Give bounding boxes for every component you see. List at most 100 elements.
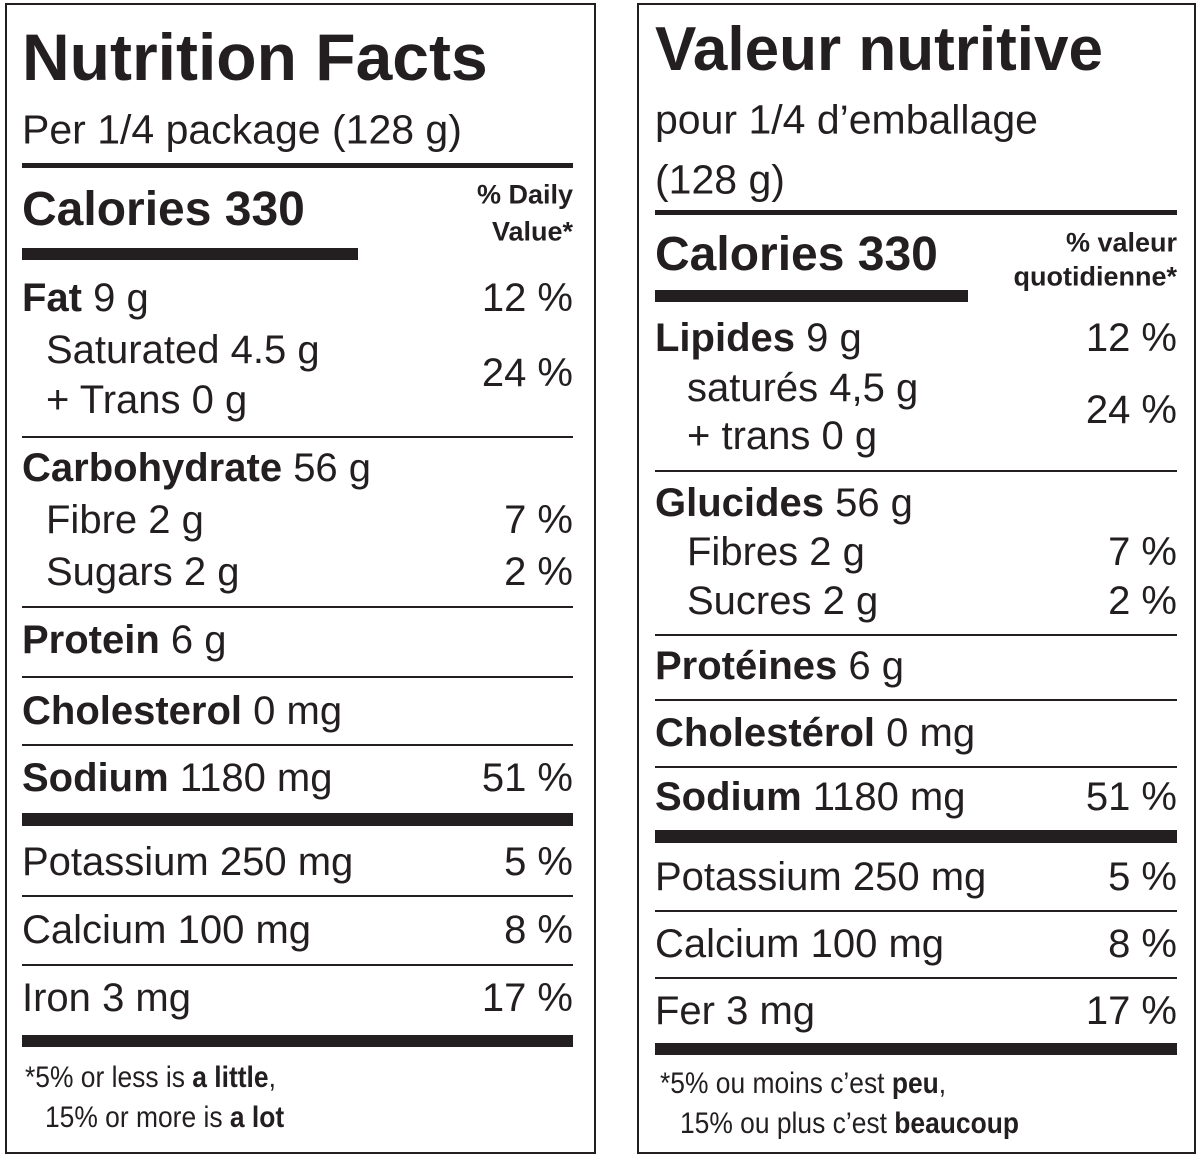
- nutrient-amount: 100 mg: [177, 908, 312, 952]
- daily-value: 12 %: [1085, 316, 1177, 360]
- nutrient-row: Calcium 100 mg: [22, 910, 311, 950]
- footnote: *5% ou moins c’est peu,: [660, 1069, 946, 1099]
- daily-value: 8 %: [504, 908, 573, 952]
- nutrient-row: saturés 4,5 g: [687, 368, 918, 408]
- nutrient-amount: 2 g: [183, 550, 240, 594]
- nutrient-name: Potassium: [22, 840, 209, 884]
- daily-value: 51 %: [481, 756, 573, 800]
- label-box: [5, 3, 596, 1154]
- nutrient-name: Carbohydrate: [22, 446, 283, 490]
- nutrient-amount: 2 g: [809, 530, 865, 574]
- nutrient-amount: 6 g: [848, 644, 905, 688]
- footnote-text: ,: [268, 1061, 276, 1094]
- daily-value: 2 %: [1108, 579, 1177, 623]
- daily-value: 7 %: [1108, 530, 1177, 574]
- nutrient-row: Fat 9 g: [22, 278, 149, 318]
- footnote-text: *5% ou moins c’est: [660, 1067, 892, 1100]
- calories-bar: [655, 290, 968, 302]
- title: Nutrition Facts: [22, 20, 488, 94]
- rule: [655, 210, 1177, 215]
- nutrient-row: Sugars 2 g: [46, 552, 239, 592]
- separator: [22, 813, 573, 826]
- nutrient-name: + Trans: [46, 378, 181, 422]
- daily-value: 5 %: [504, 840, 573, 884]
- footnote-text: *5% or less is: [25, 1061, 193, 1094]
- nutrient-name: Sugars: [46, 550, 173, 594]
- nutrient-name: Sodium: [22, 756, 169, 800]
- nutrient-name: Sodium: [655, 775, 802, 819]
- serving: pour 1/4 d’emballage: [655, 96, 1038, 143]
- nutrient-amount: 2 g: [148, 498, 204, 542]
- title: Valeur nutritive: [655, 15, 1103, 84]
- separator: [22, 964, 573, 966]
- nutrient-name: + trans: [687, 414, 811, 458]
- nutrient-amount: 1180 mg: [812, 775, 966, 819]
- daily-value: 17 %: [1085, 989, 1177, 1033]
- separator: [22, 606, 573, 608]
- nutrient-amount: 100 mg: [810, 922, 945, 966]
- separator: [655, 699, 1177, 701]
- nutrient-amount: 4.5 g: [230, 328, 320, 372]
- nutrient-name: Cholesterol: [22, 689, 243, 733]
- nutrient-amount: 9 g: [806, 316, 862, 360]
- separator: [655, 910, 1177, 912]
- nutrient-row: Protéines 6 g: [655, 646, 904, 686]
- nutrient-name: Iron: [22, 976, 91, 1020]
- nutrient-amount: 0 g: [821, 414, 878, 458]
- footnote: *5% or less is a little,: [25, 1063, 276, 1093]
- nutrient-name: Fibres: [687, 530, 799, 574]
- nutrient-row: Sodium 1180 mg: [655, 777, 966, 817]
- calories: Calories 330: [22, 183, 305, 236]
- nutrient-row: Cholestérol 0 mg: [655, 713, 975, 753]
- daily-value: 12 %: [481, 276, 573, 320]
- footnote: 15% ou plus c’est beaucoup: [680, 1109, 1019, 1139]
- nutrient-row: + Trans 0 g: [46, 380, 247, 420]
- separator: [22, 676, 573, 678]
- nutrient-name: Sucres: [687, 579, 812, 623]
- nutrient-name: Potassium: [655, 855, 842, 899]
- nutrient-name: saturés: [687, 366, 819, 410]
- nutrient-amount: 2 g: [822, 579, 879, 623]
- footnote-text: ,: [938, 1067, 947, 1100]
- serving: Per 1/4 package (128 g): [22, 106, 462, 153]
- daily-value: 7 %: [504, 498, 573, 542]
- label-box: [637, 3, 1196, 1154]
- nutrient-row: Fibre 2 g: [46, 500, 204, 540]
- footnote: 15% or more is a lot: [45, 1103, 284, 1133]
- nutrient-amount: 4,5 g: [829, 366, 919, 410]
- nutrient-amount: 1180 mg: [179, 756, 333, 800]
- footnote-text: beaucoup: [894, 1107, 1019, 1140]
- calories-bar: [22, 248, 358, 260]
- footnote-text: peu: [891, 1067, 939, 1100]
- nutrient-name: Glucides: [655, 481, 824, 525]
- daily-value: 17 %: [481, 976, 573, 1020]
- nutrient-row: Sodium 1180 mg: [22, 758, 333, 798]
- nutrient-name: Cholestérol: [655, 711, 876, 755]
- nutrient-row: Fibres 2 g: [687, 532, 865, 572]
- footnote-text: 15% ou plus c’est: [680, 1107, 895, 1140]
- nutrient-row: Saturated 4.5 g: [46, 330, 320, 370]
- nutrient-name: Lipides: [655, 316, 796, 360]
- nutrient-row: Cholesterol 0 mg: [22, 691, 342, 731]
- nutrient-name: Calcium: [22, 908, 167, 952]
- nutrient-name: Fibre: [46, 498, 138, 542]
- nutrient-amount: 0 mg: [886, 711, 976, 755]
- separator: [22, 436, 573, 438]
- separator: [22, 1035, 573, 1047]
- nutrient-amount: 0 mg: [253, 689, 343, 733]
- footnote-text: 15% or more is: [45, 1101, 230, 1134]
- daily-value: 24 %: [1085, 388, 1177, 432]
- dv-header: % valeur: [1065, 227, 1177, 258]
- nutrient-amount: 250 mg: [219, 840, 354, 884]
- dv-header: % Daily: [476, 179, 573, 210]
- nutrient-row: Potassium 250 mg: [22, 842, 353, 882]
- nutrient-row: Iron 3 mg: [22, 978, 191, 1018]
- separator: [655, 1043, 1177, 1055]
- nutrient-name: Protein: [22, 618, 160, 662]
- serving: (128 g): [655, 156, 785, 203]
- nutrient-row: Carbohydrate 56 g: [22, 448, 371, 488]
- nutrient-row: Fer 3 mg: [655, 991, 815, 1031]
- nutrient-amount: 6 g: [170, 618, 227, 662]
- separator: [655, 634, 1177, 636]
